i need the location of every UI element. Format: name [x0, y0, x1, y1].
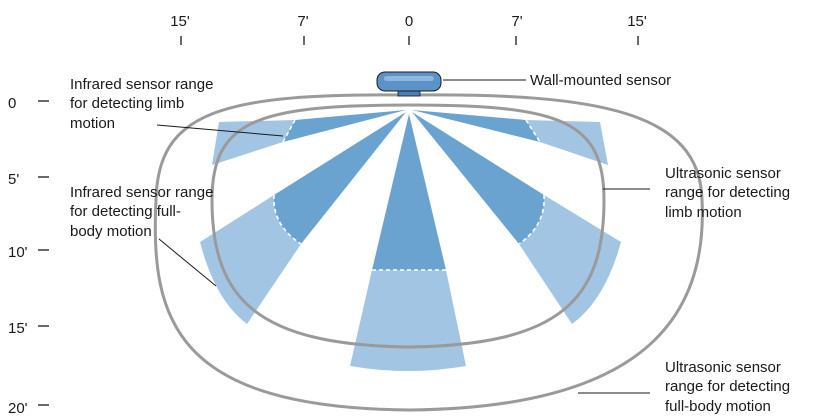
- leader-ir-limb: [156, 124, 284, 137]
- sensor-highlight: [384, 76, 434, 81]
- leader-lines: [156, 79, 650, 394]
- label-us-limb: range for detecting: [665, 184, 790, 201]
- label-us-body: full-body motion: [665, 398, 771, 415]
- ir-body-wedge-right: [519, 195, 621, 324]
- left-axis-tick-label: 20': [8, 400, 28, 417]
- left-axis-tick-label: 0: [8, 95, 16, 112]
- ir-limb-wedge-left: [273, 112, 406, 244]
- left-axis: 0 5' 10' 15' 20': [8, 95, 49, 417]
- label-ir-body: Infrared sensor range: [70, 184, 213, 201]
- label-ir-body: for detecting full-: [70, 203, 181, 220]
- range-boundary-dashes: [273, 119, 545, 271]
- top-axis: 15' 7' 0 7' 15': [170, 13, 647, 45]
- ir-limb-wedge-far-left: [283, 110, 406, 142]
- top-axis-tick-label: 15': [627, 13, 647, 30]
- boundary-dash-left: [273, 194, 302, 245]
- left-axis-tick-label: 15': [8, 320, 28, 337]
- label-us-body: range for detecting: [665, 378, 790, 395]
- wall-mounted-sensor: [376, 71, 442, 97]
- label-ir-limb: Infrared sensor range: [70, 76, 213, 93]
- leader-ir-body: [158, 238, 217, 287]
- ultrasonic-limb-range: [210, 103, 606, 349]
- label-ir-limb: for detecting limb: [70, 95, 184, 112]
- ir-limb-wedge-center: [372, 114, 446, 270]
- left-axis-tick-label: 5': [8, 171, 19, 188]
- top-axis-tick-label: 7': [511, 13, 522, 30]
- ir-limb-wedge-right: [412, 112, 545, 244]
- ir-body-wedge-far-right: [526, 120, 608, 165]
- label-us-limb: limb motion: [665, 204, 742, 221]
- left-axis-tick-label: 10': [8, 244, 28, 261]
- label-ir-limb: motion: [70, 115, 115, 132]
- top-axis-tick-label: 0: [405, 13, 413, 30]
- boundary-dash-right: [518, 194, 545, 245]
- ultrasonic-full-body-range: [153, 93, 704, 412]
- ir-body-wedge-far-left: [212, 120, 295, 165]
- top-axis-tick-label: 15': [170, 13, 190, 30]
- label-ir-body: body motion: [70, 223, 152, 240]
- top-axis-tick-label: 7': [297, 13, 308, 30]
- callout-labels: Wall-mounted sensor Infrared sensor rang…: [70, 72, 790, 415]
- ir-body-wedge-left: [200, 195, 301, 324]
- label-us-limb: Ultrasonic sensor: [665, 165, 781, 182]
- sensor-body: [376, 71, 442, 92]
- label-wall-mounted-sensor: Wall-mounted sensor: [530, 72, 671, 89]
- ir-limb-wedge-far-right: [412, 110, 540, 142]
- label-us-body: Ultrasonic sensor: [665, 359, 781, 376]
- infrared-limb-range: [273, 110, 545, 270]
- boundary-dash-far-right: [525, 119, 541, 143]
- ir-body-wedge-center: [350, 270, 466, 371]
